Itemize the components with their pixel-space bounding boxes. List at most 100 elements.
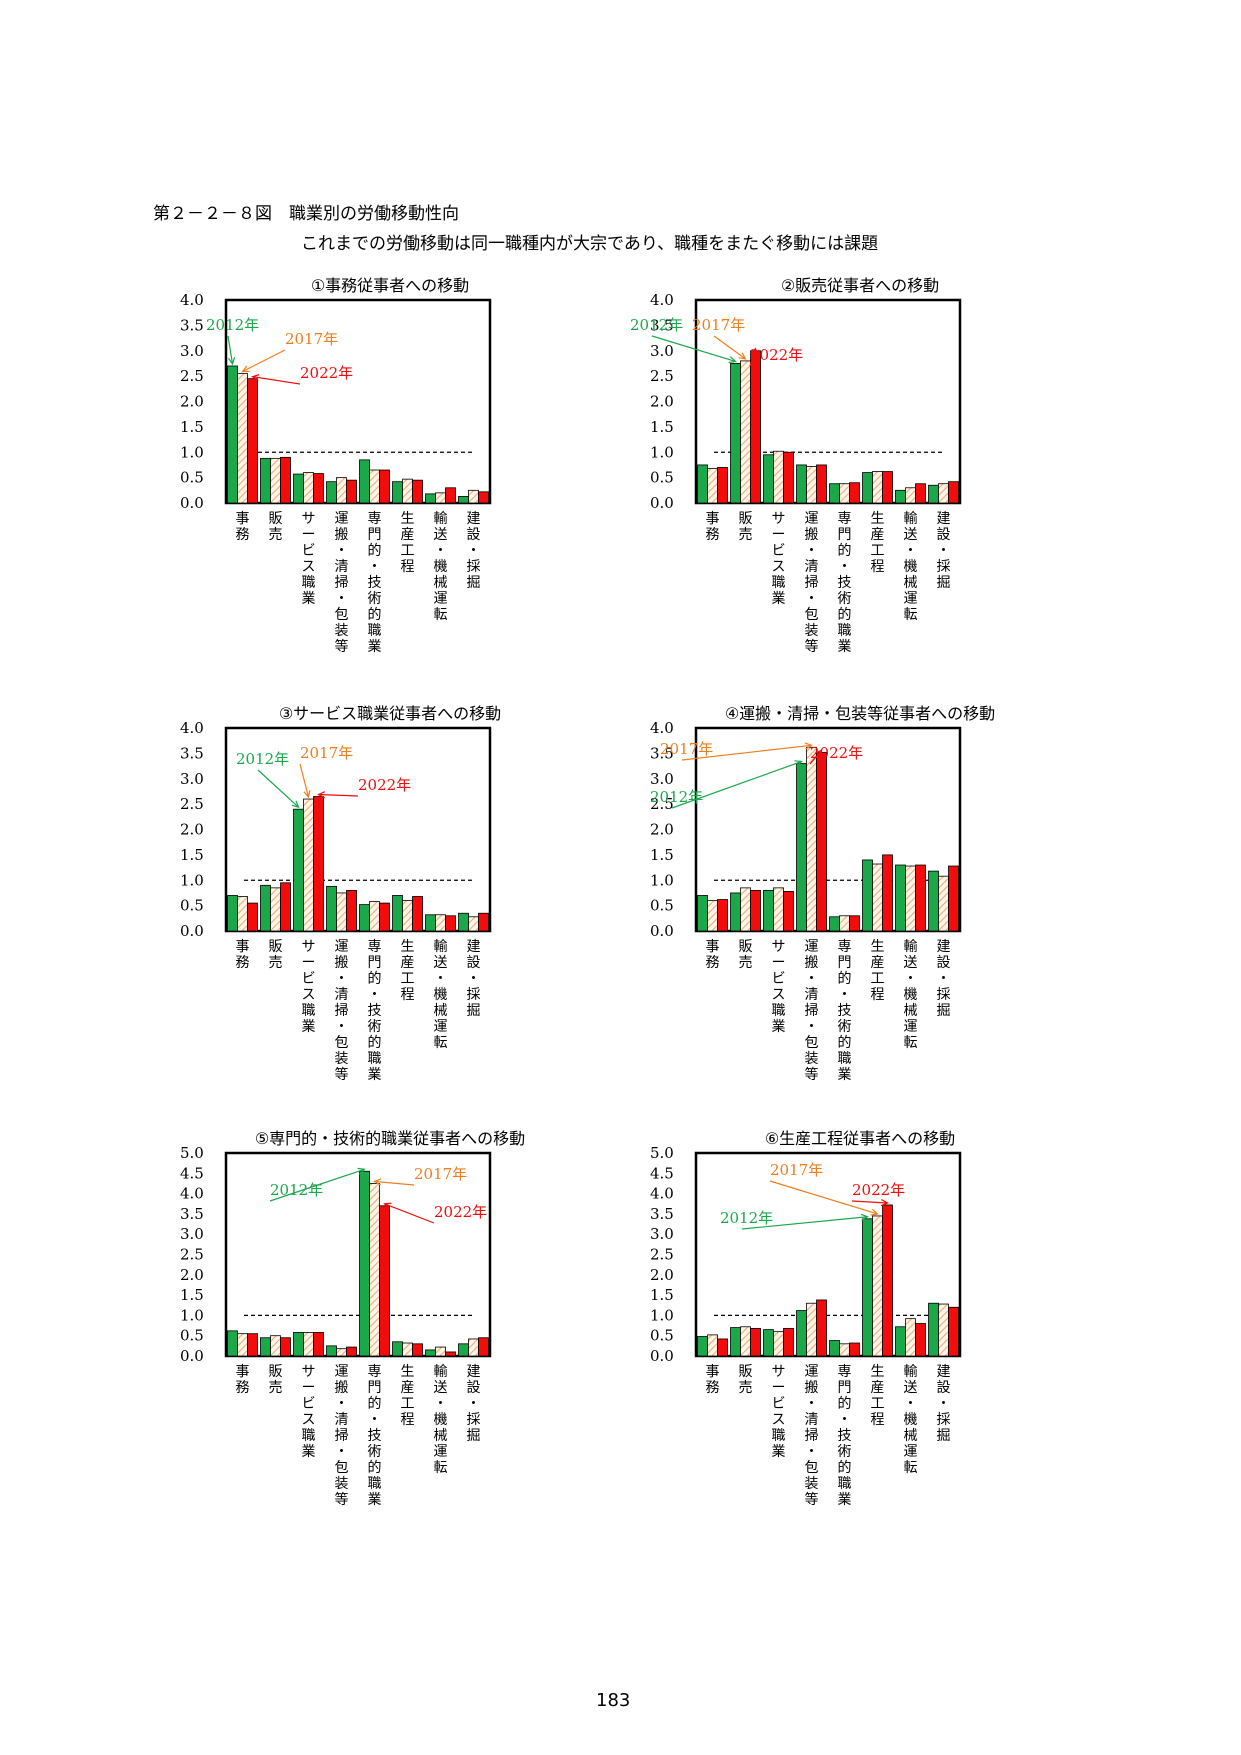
annotation-arrow (681, 744, 812, 761)
category-label: 事務 (236, 511, 250, 543)
annotation-arrow (713, 335, 746, 360)
legend-label-2012年: 2012年 (630, 316, 683, 334)
annotation-arrowhead (357, 1167, 366, 1175)
y-tick-label: 2.5 (180, 795, 204, 813)
bar-2012 (425, 1349, 436, 1357)
y-tick-label: 1.5 (650, 1286, 674, 1304)
bar-2012 (928, 484, 939, 504)
bar-2022 (346, 479, 357, 504)
y-tick-label: 3.0 (180, 770, 204, 788)
bar-2022 (445, 915, 456, 932)
annotation-arrow (269, 1168, 365, 1202)
category-label: 生産工程 (871, 1364, 885, 1428)
y-tick-label: 1.0 (180, 443, 204, 461)
legend-label-2012年: 2012年 (720, 1209, 773, 1227)
bar-2012 (928, 1302, 939, 1357)
bar-2012 (458, 496, 469, 504)
legend-label-2012年: 2012年 (206, 316, 259, 334)
y-tick-label: 2.0 (180, 393, 204, 411)
bar-2012 (862, 472, 873, 504)
category-label: 生産工程 (401, 1364, 415, 1428)
bar-2022 (379, 1205, 390, 1357)
y-tick-label: 0.0 (650, 922, 674, 940)
category-label: 運搬・清掃・包装等 (805, 939, 819, 1083)
legend-label-2017年: 2017年 (414, 1165, 467, 1183)
chart-title-1: ①事務従事者への移動 (310, 276, 470, 295)
category-label: 建設・採掘 (467, 511, 481, 591)
legend-label-2022年: 2022年 (852, 1181, 905, 1199)
category-label: 専門的・技術的職業 (368, 511, 382, 655)
bar-2012 (458, 912, 469, 932)
bar-2017 (938, 875, 949, 932)
annotation-arrowhead (860, 1213, 869, 1221)
legend-label-2022年: 2022年 (358, 776, 411, 794)
category-label: 生産工程 (401, 511, 415, 575)
bar-2017 (402, 900, 413, 932)
annotation-arrow (851, 1200, 888, 1204)
legend-label-2017年: 2017年 (660, 740, 713, 758)
bar-2012 (862, 1218, 873, 1357)
bar-2017 (303, 798, 314, 932)
category-label: 事務 (236, 939, 250, 971)
bar-2017 (872, 863, 883, 932)
annotation-arrow (749, 348, 757, 367)
bar-2022 (948, 865, 959, 932)
bar-2012 (730, 1327, 741, 1357)
y-tick-label: 0.5 (650, 469, 674, 487)
annotation-arrowhead (373, 1178, 382, 1186)
bar-2012 (829, 483, 840, 504)
annotation-arrow (809, 749, 822, 765)
chart-panel-1: ①事務従事者への移動 0.0 0.5 1.0 1.5 2.0 2.5 3.0 3.5 4.0 事務… (150, 270, 570, 670)
y-tick-label: 4.5 (650, 1164, 674, 1182)
y-tick-label: 1.0 (650, 443, 674, 461)
category-label: 生産工程 (871, 511, 885, 575)
category-label: 建設・採掘 (467, 939, 481, 1019)
bar-2017 (707, 1334, 718, 1357)
annotation-arrowhead (814, 749, 823, 758)
bar-2017 (872, 471, 883, 504)
y-tick-label: 0.0 (650, 1347, 674, 1365)
bar-2012 (326, 1345, 337, 1357)
annotation-arrow (227, 335, 234, 365)
plot-frame (694, 1151, 962, 1358)
category-label: 輸送・機械運転 (904, 511, 918, 623)
bar-2022 (280, 456, 291, 504)
y-tick-label: 3.0 (650, 1225, 674, 1243)
page-number: 183 (596, 1690, 631, 1711)
annotation-arrowhead (228, 357, 236, 366)
bar-2012 (392, 895, 403, 932)
bar-2017 (336, 1348, 347, 1357)
category-label: 生産工程 (401, 939, 415, 1003)
y-tick-label: 3.0 (180, 1225, 204, 1243)
y-tick-label: 3.0 (650, 770, 674, 788)
bar-2017 (270, 887, 281, 932)
bar-2017 (303, 1332, 314, 1357)
legend-label-2017年: 2017年 (300, 744, 353, 762)
annotation-arrowhead (251, 374, 260, 382)
bar-2012 (763, 454, 774, 504)
bar-2022 (247, 1333, 258, 1357)
bar-2017 (938, 1303, 949, 1357)
annotation-arrowhead (291, 800, 300, 809)
bar-2012 (796, 464, 807, 504)
bar-2022 (882, 854, 893, 932)
y-tick-label: 0.5 (180, 1327, 204, 1345)
y-tick-label: 2.5 (650, 795, 674, 813)
annotation-arrowhead (303, 790, 311, 799)
bar-2022 (915, 1323, 926, 1357)
y-tick-label: 4.5 (180, 1164, 204, 1182)
plot-frame (224, 1151, 492, 1358)
bar-2017 (707, 468, 718, 504)
bar-2012 (425, 493, 436, 504)
bar-2022 (247, 902, 258, 932)
y-tick-label: 5.0 (650, 1144, 674, 1162)
bar-2017 (468, 916, 479, 932)
category-label: サービス職業 (302, 1364, 316, 1460)
bar-2012 (326, 481, 337, 504)
chart-title-5: ⑤専門的・技術的職業従事者への移動 (254, 1129, 526, 1148)
y-tick-label: 4.0 (650, 719, 674, 737)
y-tick-label: 3.5 (180, 1205, 204, 1223)
